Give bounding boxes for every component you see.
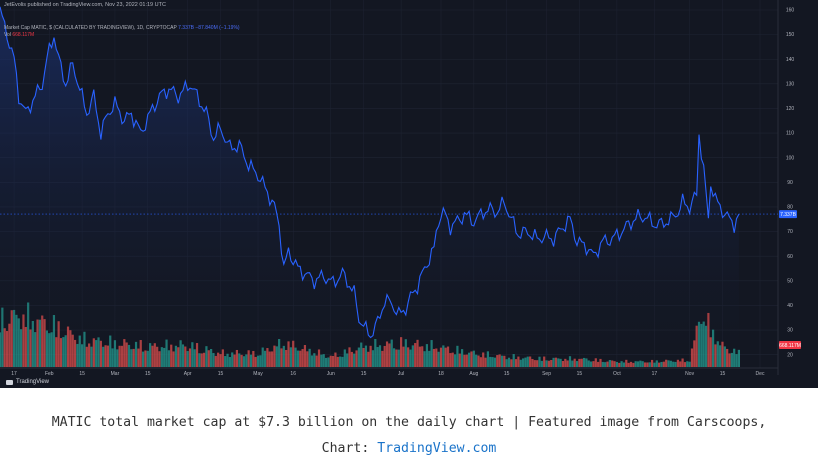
- x-tick-label: Mar: [111, 371, 120, 377]
- price-line: [0, 6, 740, 339]
- tradingview-link[interactable]: TradingView.com: [377, 441, 497, 456]
- x-tick-label: Nov: [685, 371, 694, 377]
- x-tick-label: Apr: [184, 371, 192, 377]
- y-tick-label: 130: [786, 81, 795, 87]
- price-label-box: [779, 210, 797, 219]
- x-tick-label: 15: [720, 371, 726, 377]
- y-tick-label: 60: [787, 254, 793, 260]
- y-tick-label: 70: [787, 229, 793, 235]
- volume-legend-title: Vol: [4, 32, 11, 38]
- volume-legend-value: 668.117M: [12, 32, 35, 38]
- price-label-text: 7.337B: [780, 212, 797, 218]
- tradingview-logo-text: TradingView: [16, 379, 50, 385]
- y-tick-label: 80: [787, 205, 793, 211]
- x-tick-label: Jun: [327, 371, 335, 377]
- y-tick-label: 120: [786, 106, 795, 112]
- y-tick-label: 100: [786, 155, 795, 161]
- caption-line-2: Chart: TradingView.com: [0, 436, 818, 462]
- x-tick-label: May: [253, 371, 263, 377]
- price-area-fill: [0, 6, 739, 368]
- x-tick-label: 15: [79, 371, 85, 377]
- y-tick-label: 140: [786, 57, 795, 63]
- series-legend-title: Market Cap MATIC, $ (CALCULATED BY TRADI…: [4, 25, 177, 31]
- y-tick-label: 40: [787, 303, 793, 309]
- y-tick-label: 90: [787, 180, 793, 186]
- x-tick-label: 15: [218, 371, 224, 377]
- caption-line-2-prefix: Chart:: [321, 441, 378, 456]
- published-note: JetEvolis published on TradingView.com, …: [4, 2, 166, 8]
- x-tick-label: Dec: [756, 371, 765, 377]
- x-tick-label: 15: [361, 371, 367, 377]
- volume-label-box: [779, 341, 801, 349]
- x-tick-label: Sep: [542, 371, 551, 377]
- tradingview-logo[interactable]: TradingView: [6, 379, 49, 385]
- chart-panel[interactable]: 20 30 40 50 60 70 80 90 100 110 120 130 140 150 160 17 F…: [0, 0, 818, 388]
- x-tick-label: 15: [145, 371, 151, 377]
- volume-label-text: 668.117M: [779, 343, 801, 349]
- y-tick-label: 20: [787, 352, 793, 358]
- x-tick-label: Aug: [469, 371, 478, 377]
- volume-legend: Vol 668.117M: [4, 32, 34, 38]
- market-cap-chart[interactable]: 20 30 40 50 60 70 80 90 100 110 120 130 140 150 160 17 F…: [0, 0, 818, 388]
- caption-line-1: MATIC total market cap at $7.3 billion o…: [51, 415, 767, 430]
- x-tick-label: 18: [438, 371, 444, 377]
- value-labels: 7.337B 668.117M: [0, 210, 801, 349]
- x-tick-label: Oct: [613, 371, 621, 377]
- y-tick-label: 50: [787, 278, 793, 284]
- y-tick-label: 160: [786, 8, 795, 14]
- price-area: [0, 6, 740, 368]
- y-tick-label: 110: [786, 131, 794, 137]
- series-legend-values: 7.337B −87.840M (−1.19%): [178, 25, 240, 31]
- x-tick-label: 15: [504, 371, 510, 377]
- axes: 20 30 40 50 60 70 80 90 100 110 120 130 140 150 160 17 F…: [0, 0, 794, 377]
- x-tick-label: 17: [652, 371, 658, 377]
- x-tick-label: Feb: [45, 371, 54, 377]
- x-tick-label: 15: [577, 371, 583, 377]
- y-tick-label: 30: [787, 328, 793, 334]
- x-tick-label: Jul: [398, 371, 404, 377]
- tradingview-logo-icon: [6, 379, 13, 385]
- image-caption: MATIC total market cap at $7.3 billion o…: [0, 410, 818, 462]
- series-legend: Market Cap MATIC, $ (CALCULATED BY TRADI…: [4, 25, 240, 31]
- y-tick-label: 150: [786, 32, 795, 38]
- x-tick-label: 16: [290, 371, 296, 377]
- x-tick-label: 17: [11, 371, 17, 377]
